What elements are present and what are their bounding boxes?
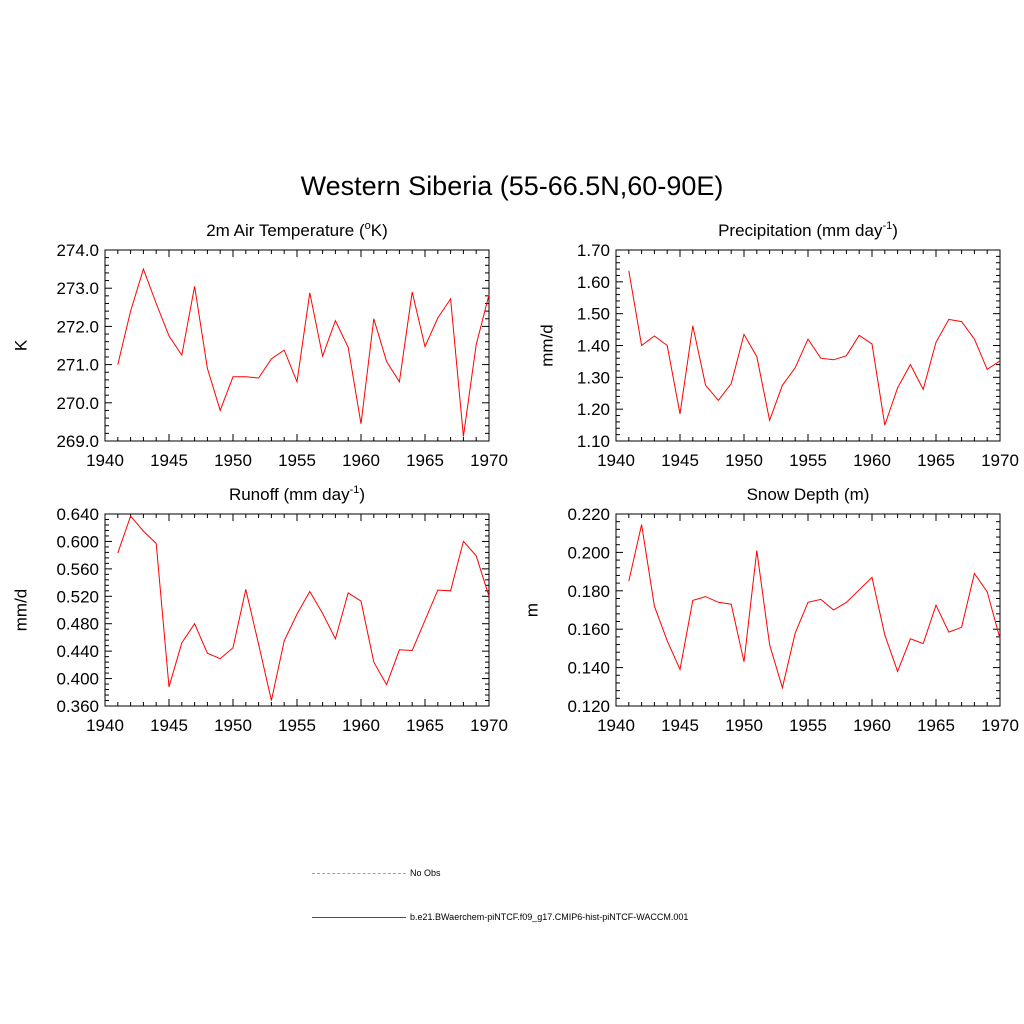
panel-3-ytick-label: 0.480 bbox=[56, 615, 99, 634]
panel-2-xtick-label: 1960 bbox=[853, 451, 891, 470]
panel-2-ylabel: mm/d bbox=[537, 324, 556, 367]
panel-1-xtick-label: 1965 bbox=[406, 451, 444, 470]
panel-2-ytick-label: 1.30 bbox=[577, 368, 610, 387]
panel-3-xtick-label: 1955 bbox=[278, 716, 316, 735]
panel-1-ytick-label: 273.0 bbox=[56, 279, 99, 298]
panel-2-xtick-label: 1950 bbox=[725, 451, 763, 470]
panel-3-ytick-label: 0.640 bbox=[56, 505, 99, 524]
legend-swatch-no-obs bbox=[312, 873, 406, 874]
legend-label-model-run: b.e21.BWaerchem-piNTCF.f09_g17.CMIP6-his… bbox=[410, 912, 689, 922]
panel-4-ytick-label: 0.120 bbox=[567, 697, 610, 716]
panel-1-title: 2m Air Temperature (oK) bbox=[206, 220, 388, 240]
panel-4-xtick-label: 1955 bbox=[789, 716, 827, 735]
panel-2-ytick-label: 1.20 bbox=[577, 400, 610, 419]
panel-3-ytick-label: 0.400 bbox=[56, 670, 99, 689]
figure-title: Western Siberia (55-66.5N,60-90E) bbox=[300, 171, 724, 201]
legend-label-no-obs: No Obs bbox=[410, 868, 441, 878]
panel-2-frame bbox=[615, 249, 1001, 442]
panel-1-xtick-label: 1940 bbox=[86, 451, 124, 470]
panel-3-title: Runoff (mm day-1) bbox=[229, 484, 365, 504]
panel-3-xtick-label: 1970 bbox=[470, 716, 508, 735]
panel-3-ytick-label: 0.600 bbox=[56, 532, 99, 551]
panel-4-series-line bbox=[628, 524, 1001, 690]
panel-1-frame bbox=[104, 249, 490, 442]
panel-4-xtick-label: 1940 bbox=[597, 716, 635, 735]
panel-3-ytick-label: 0.360 bbox=[56, 697, 99, 716]
panel-1-xtick-label: 1955 bbox=[278, 451, 316, 470]
panel-2-ytick-label: 1.40 bbox=[577, 337, 610, 356]
panel-2-xtick-label: 1970 bbox=[981, 451, 1019, 470]
panel-4-xtick-label: 1970 bbox=[981, 716, 1019, 735]
panel-4-xtick-label: 1965 bbox=[917, 716, 955, 735]
panel-4-frame bbox=[615, 513, 1001, 707]
panel-3-xtick-label: 1965 bbox=[406, 716, 444, 735]
panel-2-xtick-label: 1940 bbox=[597, 451, 635, 470]
panel-3-ytick-label: 0.520 bbox=[56, 587, 99, 606]
panel-3-xtick-label: 1940 bbox=[86, 716, 124, 735]
panel-4-ytick-label: 0.140 bbox=[567, 659, 610, 678]
panel-1-ytick-label: 274.0 bbox=[56, 241, 99, 260]
panel-2-xtick-label: 1945 bbox=[661, 451, 699, 470]
panel-1-xtick-label: 1970 bbox=[470, 451, 508, 470]
panel-1-series-line bbox=[117, 267, 490, 437]
panel-3-xtick-label: 1960 bbox=[342, 716, 380, 735]
panel-2-ytick-label: 1.70 bbox=[577, 241, 610, 260]
panel-4-ytick-label: 0.220 bbox=[567, 505, 610, 524]
panel-3-ylabel: mm/d bbox=[11, 589, 30, 632]
panel-1-xtick-label: 1950 bbox=[214, 451, 252, 470]
panel-1-ytick-label: 271.0 bbox=[56, 356, 99, 375]
panel-1-xtick-label: 1945 bbox=[150, 451, 188, 470]
panel-2-series-line bbox=[628, 270, 1001, 426]
panel-4-xtick-label: 1960 bbox=[853, 716, 891, 735]
panel-4-title: Snow Depth (m) bbox=[747, 485, 870, 504]
panel-4-ytick-label: 0.180 bbox=[567, 582, 610, 601]
panel-4-ylabel: m bbox=[522, 603, 541, 617]
panel-4-xtick-label: 1945 bbox=[661, 716, 699, 735]
panel-1-xtick-label: 1960 bbox=[342, 451, 380, 470]
legend-swatch-model-run bbox=[312, 917, 406, 918]
panel-3-xtick-label: 1945 bbox=[150, 716, 188, 735]
panel-2-xtick-label: 1965 bbox=[917, 451, 955, 470]
panel-2-ytick-label: 1.50 bbox=[577, 305, 610, 324]
panel-2-xtick-label: 1955 bbox=[789, 451, 827, 470]
panel-3-xtick-label: 1950 bbox=[214, 716, 252, 735]
panel-2-title: Precipitation (mm day-1) bbox=[718, 220, 898, 240]
panel-4-ytick-label: 0.200 bbox=[567, 543, 610, 562]
panel-3-ytick-label: 0.560 bbox=[56, 560, 99, 579]
panel-1-ylabel: K bbox=[11, 339, 30, 351]
panel-2-ytick-label: 1.60 bbox=[577, 273, 610, 292]
panel-4-xtick-label: 1950 bbox=[725, 716, 763, 735]
panel-3-series-line bbox=[117, 515, 490, 701]
panel-1-ytick-label: 270.0 bbox=[56, 394, 99, 413]
panel-4-ytick-label: 0.160 bbox=[567, 620, 610, 639]
panel-1-ytick-label: 269.0 bbox=[56, 432, 99, 451]
panel-2-ytick-label: 1.10 bbox=[577, 432, 610, 451]
panel-1-ytick-label: 272.0 bbox=[56, 317, 99, 336]
panel-3-ytick-label: 0.440 bbox=[56, 642, 99, 661]
